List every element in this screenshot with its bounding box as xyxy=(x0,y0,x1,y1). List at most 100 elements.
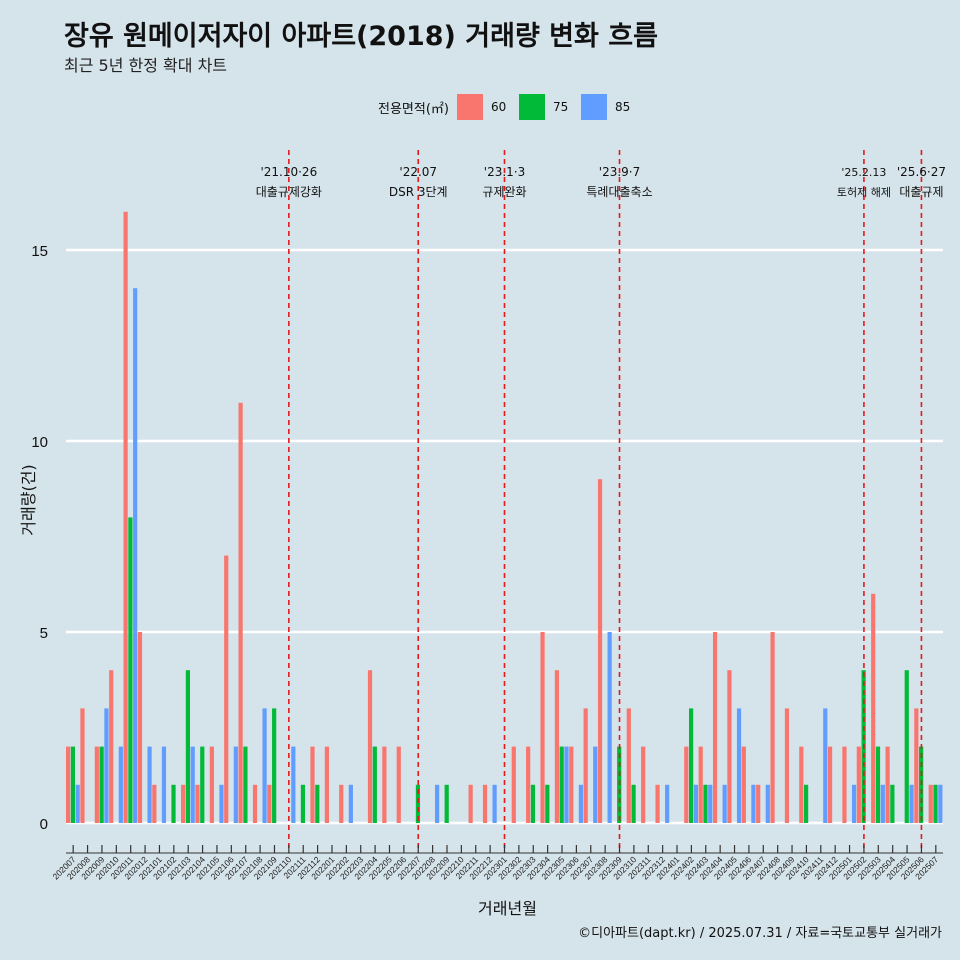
bar-85-202012 xyxy=(147,746,152,823)
bar-75-202305 xyxy=(559,746,564,823)
event-label-202301: 규제완화 xyxy=(482,185,526,199)
bar-75-202310 xyxy=(631,784,636,823)
y-tick-label-0: 0 xyxy=(40,816,48,833)
y-tick-label-5: 5 xyxy=(40,625,48,642)
event-date-202506: '25.6·27 xyxy=(897,165,946,179)
bar-85-202404 xyxy=(722,784,727,823)
bar-85-202007 xyxy=(75,784,80,823)
y-tick-label-10: 10 xyxy=(31,434,48,451)
event-label-202309: 특례대출축소 xyxy=(586,185,652,199)
bar-60-202108 xyxy=(252,784,258,823)
chart-title: 장유 원메이저자이 아파트(2018) 거래량 변화 흐름 xyxy=(64,21,658,52)
bar-60-202410 xyxy=(799,746,804,823)
legend-item-60: 60 xyxy=(456,94,513,120)
bar-60-202409 xyxy=(784,708,790,823)
bar-85-202507 xyxy=(938,784,943,823)
chart-subtitle: 최근 5년 한정 확대 차트 xyxy=(64,56,228,75)
bar-85-202110 xyxy=(291,746,296,823)
bar-60-202011 xyxy=(123,211,128,824)
source-caption: ©디아파트(dapt.kr) / 2025.07.31 / 자료=국토교통부 실… xyxy=(578,926,942,941)
bar-85-202407 xyxy=(765,784,770,823)
bar-60-202008 xyxy=(80,708,85,823)
bar-60-202308 xyxy=(597,479,603,823)
bar-75-202303 xyxy=(530,784,536,823)
bar-75-202504 xyxy=(890,784,895,823)
bar-60-202107 xyxy=(238,402,243,823)
event-label-202110: 대출규제강화 xyxy=(256,185,322,199)
legend-label-60: 60 xyxy=(490,100,507,114)
bar-75-202503 xyxy=(875,746,881,823)
bar-60-202212 xyxy=(482,784,488,823)
event-label-202506: 대출규제 xyxy=(899,185,943,199)
bar-75-202007 xyxy=(70,746,75,823)
bar-60-202507 xyxy=(928,784,933,823)
bar-60-202105 xyxy=(209,746,214,823)
bar-60-202010 xyxy=(109,670,114,823)
bar-75-202505 xyxy=(904,670,909,823)
bar-60-202506 xyxy=(914,708,919,823)
bar-60-202405 xyxy=(727,670,732,823)
bar-60-202504 xyxy=(885,746,890,823)
legend-label-75: 75 xyxy=(552,100,569,114)
bar-75-202009 xyxy=(99,746,104,823)
bar-60-202502 xyxy=(856,746,861,823)
bar-75-202207 xyxy=(415,784,421,823)
bar-85-202011 xyxy=(133,288,138,823)
event-label-202207: DSR 3단계 xyxy=(389,185,448,199)
bar-60-202112 xyxy=(310,746,315,823)
bar-85-202106 xyxy=(233,746,238,823)
bar-60-202311 xyxy=(641,746,646,823)
bar-85-202208 xyxy=(435,784,440,823)
legend-swatch-85 xyxy=(580,94,607,120)
event-label-202502: 토허제 해제 xyxy=(837,185,891,199)
bar-85-202406 xyxy=(751,784,756,823)
bar-60-202103 xyxy=(181,784,186,823)
bar-75-202107 xyxy=(243,746,248,823)
legend-swatch-75 xyxy=(518,94,545,120)
bar-85-202202 xyxy=(348,784,353,823)
legend: 전용면적(㎡) 60 75 85 xyxy=(378,92,643,122)
bar-60-202204 xyxy=(367,670,373,823)
bar-60-202302 xyxy=(511,746,516,823)
bar-60-202109 xyxy=(267,784,272,823)
legend-swatch-60 xyxy=(456,94,483,120)
bar-85-202306 xyxy=(578,784,583,823)
event-date-202502: '25.2.13 xyxy=(841,166,886,179)
legend-title: 전용면적(㎡) xyxy=(378,101,449,117)
bar-60-202007 xyxy=(66,746,71,823)
bar-60-202303 xyxy=(526,746,531,823)
legend-label-85: 85 xyxy=(614,100,631,114)
bar-60-202106 xyxy=(224,555,229,823)
bar-60-202412 xyxy=(827,746,833,823)
bar-85-202307 xyxy=(593,746,598,823)
bar-75-202103 xyxy=(185,670,190,823)
bar-60-202211 xyxy=(468,784,473,823)
bar-75-202109 xyxy=(272,708,277,823)
bar-60-202307 xyxy=(583,708,588,823)
bar-85-202405 xyxy=(736,708,742,823)
bar-60-202205 xyxy=(382,746,387,823)
bar-60-202407 xyxy=(756,784,761,823)
bar-85-202402 xyxy=(693,784,698,823)
bar-85-202308 xyxy=(607,632,612,823)
y-tick-label-15: 15 xyxy=(31,243,48,260)
bar-85-202501 xyxy=(851,784,857,823)
event-date-202309: '23.9·7 xyxy=(599,165,640,179)
bar-60-202503 xyxy=(871,593,876,823)
bar-85-202505 xyxy=(909,784,914,823)
bar-85-202010 xyxy=(118,746,123,823)
bar-75-202402 xyxy=(689,708,694,823)
bar-60-202305 xyxy=(554,670,560,823)
bar-75-202304 xyxy=(545,784,550,823)
event-date-202110: '21.10·26 xyxy=(260,165,317,179)
bar-60-202310 xyxy=(626,708,631,823)
bar-60-202009 xyxy=(94,746,99,823)
bar-60-202201 xyxy=(324,746,329,823)
bar-60-202402 xyxy=(684,746,689,823)
legend-item-85: 85 xyxy=(580,94,637,120)
bar-60-202101 xyxy=(152,784,157,823)
bar-60-202012 xyxy=(137,632,143,823)
bar-75-202209 xyxy=(444,784,449,823)
bar-85-202103 xyxy=(190,746,195,823)
